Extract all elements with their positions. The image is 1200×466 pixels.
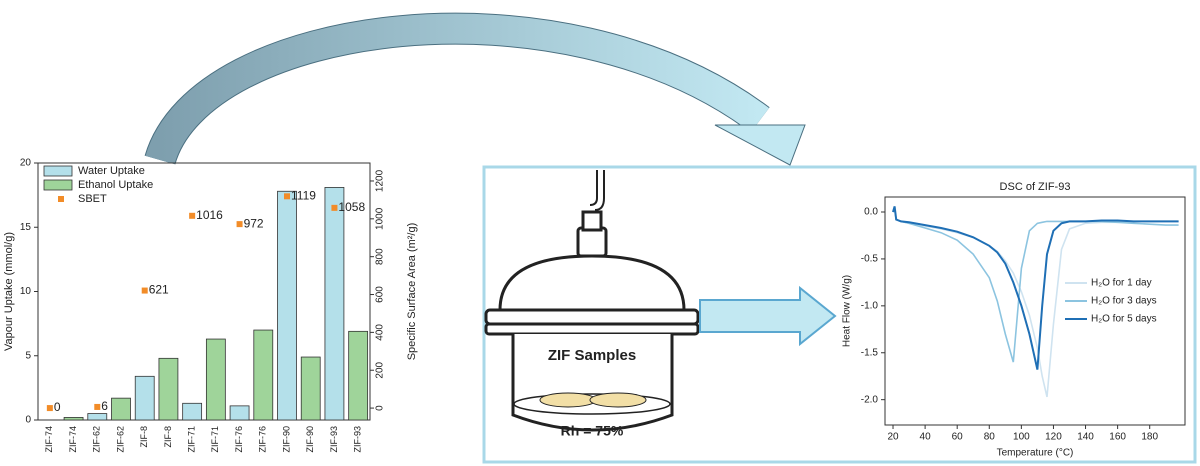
point-label: 0 <box>54 400 61 414</box>
y-tick-label: 10 <box>20 286 32 297</box>
x-tick-label: 120 <box>1045 432 1062 443</box>
plot-frame <box>884 196 1186 426</box>
y-tick-label: 0.0 <box>864 207 878 218</box>
bar <box>205 338 226 421</box>
point-label: 1016 <box>196 208 223 222</box>
point <box>331 204 338 211</box>
point <box>46 405 53 412</box>
y-tick-label: 5 <box>25 350 31 361</box>
x-tick-label: 180 <box>1141 432 1158 443</box>
point <box>284 193 290 200</box>
x-tick-label: ZIF-93 <box>329 426 339 453</box>
x-tick-label: ZIF-93 <box>353 426 363 453</box>
legend-label: H₂O for 1 day <box>1091 278 1152 289</box>
point <box>94 403 101 410</box>
x-tick-label: 60 <box>952 432 964 443</box>
legend-label: H₂O for 3 days <box>1091 296 1157 307</box>
sample-label: ZIF Samples <box>548 347 636 364</box>
x-tick-label: ZIF-90 <box>305 426 315 453</box>
x-tick-label: ZIF-76 <box>258 426 268 453</box>
bar <box>182 402 203 421</box>
bar <box>229 405 250 421</box>
bar <box>300 356 321 421</box>
y2-tick-label: 200 <box>375 361 386 378</box>
y2-tick-label: 0 <box>375 405 386 411</box>
point-label: 6 <box>101 399 108 413</box>
x-tick-label: ZIF-62 <box>92 426 102 453</box>
y-tick-label: 15 <box>20 222 32 233</box>
legend-swatch <box>58 196 64 202</box>
y2-tick-label: 1200 <box>375 169 386 192</box>
desiccator <box>484 170 700 432</box>
x-tick-label: 100 <box>1013 432 1030 443</box>
x-tick-label: 40 <box>920 432 932 443</box>
y2-tick-label: 600 <box>375 286 386 303</box>
x-tick-label: ZIF-62 <box>115 426 125 453</box>
curved-arrow <box>145 13 769 165</box>
bar <box>134 375 155 421</box>
process-arrow <box>699 285 837 347</box>
legend-label: SBET <box>78 193 107 205</box>
bar <box>277 190 297 421</box>
bar <box>87 413 108 421</box>
y-axis-label: Vapour Uptake (mmol/g) <box>3 232 15 351</box>
y2-tick-label: 800 <box>375 248 386 265</box>
y-tick-label: -1.0 <box>861 300 879 311</box>
bar <box>111 397 131 421</box>
curved-arrow-outline <box>144 12 770 166</box>
bar <box>158 357 179 421</box>
x-tick-label: ZIF-76 <box>234 426 244 453</box>
bar <box>63 417 84 421</box>
line <box>892 206 1179 370</box>
point <box>189 212 196 219</box>
x-axis-label: Temperature (°C) <box>997 448 1074 459</box>
y-tick-label: 0 <box>25 415 31 426</box>
line <box>892 206 1179 363</box>
y2-tick-label: 1000 <box>375 207 386 230</box>
x-tick-label: 140 <box>1077 432 1094 443</box>
chart-title: DSC of ZIF-93 <box>1000 181 1071 193</box>
legend-label: Water Uptake <box>78 165 145 177</box>
x-tick-label: 20 <box>887 432 899 443</box>
x-tick-label: ZIF-74 <box>68 426 78 453</box>
x-tick-label: ZIF-74 <box>44 426 54 453</box>
y-tick-label: -2.0 <box>861 394 879 405</box>
y-tick-label: 20 <box>20 158 32 169</box>
point-label: 621 <box>149 283 169 297</box>
x-tick-label: 80 <box>984 432 996 443</box>
bar <box>348 330 369 421</box>
y-tick-label: -1.5 <box>861 347 879 358</box>
point-label: 1058 <box>338 200 365 214</box>
x-tick-label: ZIF-8 <box>139 426 149 448</box>
point-label: 972 <box>244 216 264 230</box>
y-axis-label: Heat Flow (W/g) <box>842 275 853 347</box>
bar <box>324 187 345 421</box>
point <box>236 221 243 228</box>
x-tick-label: ZIF-90 <box>281 426 291 453</box>
bar <box>253 329 274 421</box>
y2-axis-label: Specific Surface Area (m²/g) <box>406 223 418 361</box>
x-tick-label: ZIF-71 <box>187 426 197 453</box>
x-tick-label: 160 <box>1109 432 1126 443</box>
legend-label: H₂O for 5 days <box>1091 314 1157 325</box>
legend-swatch <box>43 179 73 191</box>
y-tick-label: -0.5 <box>861 254 879 265</box>
x-tick-label: ZIF-71 <box>210 426 220 453</box>
y2-tick-label: 400 <box>375 324 386 341</box>
x-tick-label: ZIF-8 <box>163 426 173 448</box>
legend-swatch <box>43 165 73 177</box>
humidity-label: Rh = 75% <box>561 423 624 439</box>
point <box>141 287 148 294</box>
point-label: 1119 <box>291 188 316 202</box>
legend-label: Ethanol Uptake <box>78 179 153 191</box>
curved-arrow-head <box>714 124 806 166</box>
